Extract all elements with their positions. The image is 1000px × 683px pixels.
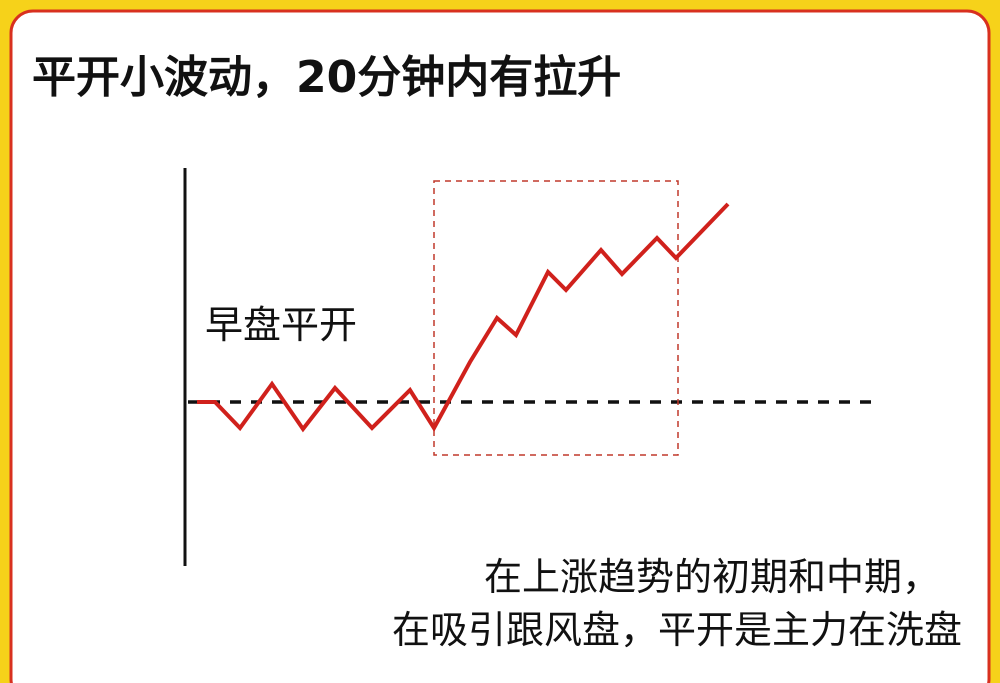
caption-line: 在上涨趋势的初期和中期，	[484, 555, 940, 599]
caption-line: 在吸引跟风盘，平开是主力在洗盘	[392, 608, 962, 652]
highlight-box	[433, 180, 679, 456]
open-label: 早盘平开	[205, 303, 357, 347]
price-line	[197, 202, 730, 433]
title: 平开小波动，20分钟内有拉升	[32, 52, 621, 103]
card	[9, 9, 991, 683]
